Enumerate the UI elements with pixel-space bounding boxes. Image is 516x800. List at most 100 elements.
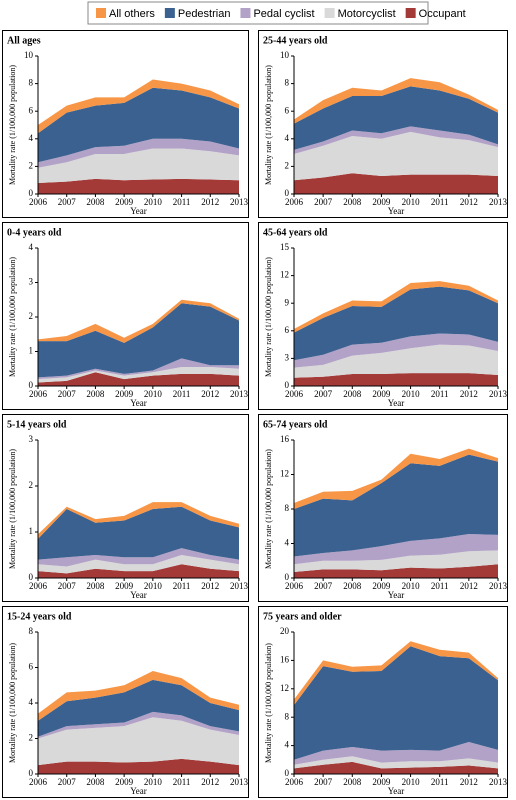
legend-swatch [405,8,416,18]
x-tick-label: 2012 [460,197,478,207]
x-tick-label: 2008 [343,389,362,399]
area [38,178,239,194]
x-tick-label: 2009 [115,389,134,399]
x-tick-label: 2006 [285,581,304,591]
area [38,79,239,134]
y-tick-label: 0 [285,188,290,198]
area [38,758,239,774]
panel-title: 45-64 years old [263,227,328,238]
x-tick-label: 2012 [201,581,219,591]
area [38,711,239,739]
area [294,534,498,565]
y-tick-label: 1 [29,346,34,356]
x-tick-label: 2006 [29,777,48,787]
y-tick-label: 6 [29,662,34,672]
legend-label: Pedestrian [178,8,231,20]
area [294,564,498,578]
y-tick-label: 16 [280,434,290,444]
x-tick-label: 2012 [201,197,219,207]
y-axis-title: Mortality rate (1/100,000 population) [8,449,17,569]
x-tick-label: 2007 [314,389,333,399]
x-tick-label: 2010 [144,197,163,207]
y-tick-label: 8 [29,78,34,88]
x-tick-label: 2013 [230,197,249,207]
x-tick-label: 2011 [431,197,449,207]
x-tick-label: 2008 [343,777,362,787]
area [38,372,239,386]
y-tick-label: 8 [285,711,290,721]
area [38,717,239,766]
x-tick-label: 2011 [431,389,449,399]
x-tick-label: 2013 [230,777,249,787]
x-tick-label: 2008 [343,197,362,207]
y-axis-title: Mortality rate (1/100,000 population) [264,643,273,763]
x-tick-label: 2010 [144,581,163,591]
area [294,344,498,378]
y-tick-label: 20 [280,626,290,636]
x-tick-label: 2011 [173,389,191,399]
x-axis-title: Year [388,206,405,216]
x-tick-label: 2010 [402,581,421,591]
y-tick-label: 0 [285,380,290,390]
x-tick-label: 2011 [173,581,191,591]
y-tick-label: 2 [29,311,34,321]
panel-title: 0-4 years old [7,227,62,238]
x-tick-label: 2006 [285,389,304,399]
x-tick-label: 2010 [402,777,421,787]
y-tick-label: 15 [280,242,290,252]
y-tick-label: 9 [285,297,290,307]
x-tick-label: 2007 [58,581,77,591]
y-tick-label: 4 [29,242,34,252]
y-axis-title: Mortality rate (1/100,000 population) [264,65,273,185]
x-tick-label: 2009 [115,581,134,591]
x-tick-label: 2008 [86,389,105,399]
y-tick-label: 6 [285,325,290,335]
panel-title: 5-14 years old [7,419,67,430]
x-tick-label: 2013 [230,389,249,399]
panel-title: All ages [7,35,41,46]
y-tick-label: 12 [280,469,289,479]
area [294,454,498,557]
area [294,448,498,509]
x-axis-title: Year [130,398,147,408]
y-tick-label: 3 [285,352,290,362]
x-tick-label: 2008 [86,197,105,207]
x-axis-title: Year [388,786,405,796]
y-axis-title: Mortality rate (1/100,000 population) [8,257,17,377]
x-tick-label: 2007 [314,197,333,207]
x-tick-label: 2007 [58,389,77,399]
area [294,756,498,769]
y-tick-label: 0 [29,768,34,778]
y-tick-label: 0 [29,380,34,390]
area [294,742,498,765]
area [38,679,239,737]
y-axis-title: Mortality rate (1/100,000 population) [264,449,273,569]
x-tick-label: 2006 [29,197,48,207]
area [38,138,239,168]
area [294,641,498,706]
x-tick-label: 2009 [115,777,134,787]
x-tick-label: 2007 [314,777,333,787]
y-tick-label: 2 [29,480,34,490]
y-tick-label: 10 [24,50,34,60]
legend-swatch [96,8,106,18]
x-tick-label: 2011 [431,777,449,787]
legend-label: Occupant [419,8,466,20]
area [294,646,498,760]
area [294,78,498,124]
y-tick-label: 4 [29,697,34,707]
y-tick-label: 6 [285,105,290,115]
x-tick-label: 2008 [86,777,105,787]
x-tick-label: 2013 [489,777,508,787]
area [38,303,239,378]
x-axis-title: Year [130,206,147,216]
x-tick-label: 2012 [460,777,478,787]
area [38,148,239,183]
area [294,131,498,181]
x-tick-label: 2010 [402,197,421,207]
x-tick-label: 2011 [173,197,191,207]
x-tick-label: 2006 [285,777,304,787]
area [38,671,239,721]
area [294,333,498,368]
